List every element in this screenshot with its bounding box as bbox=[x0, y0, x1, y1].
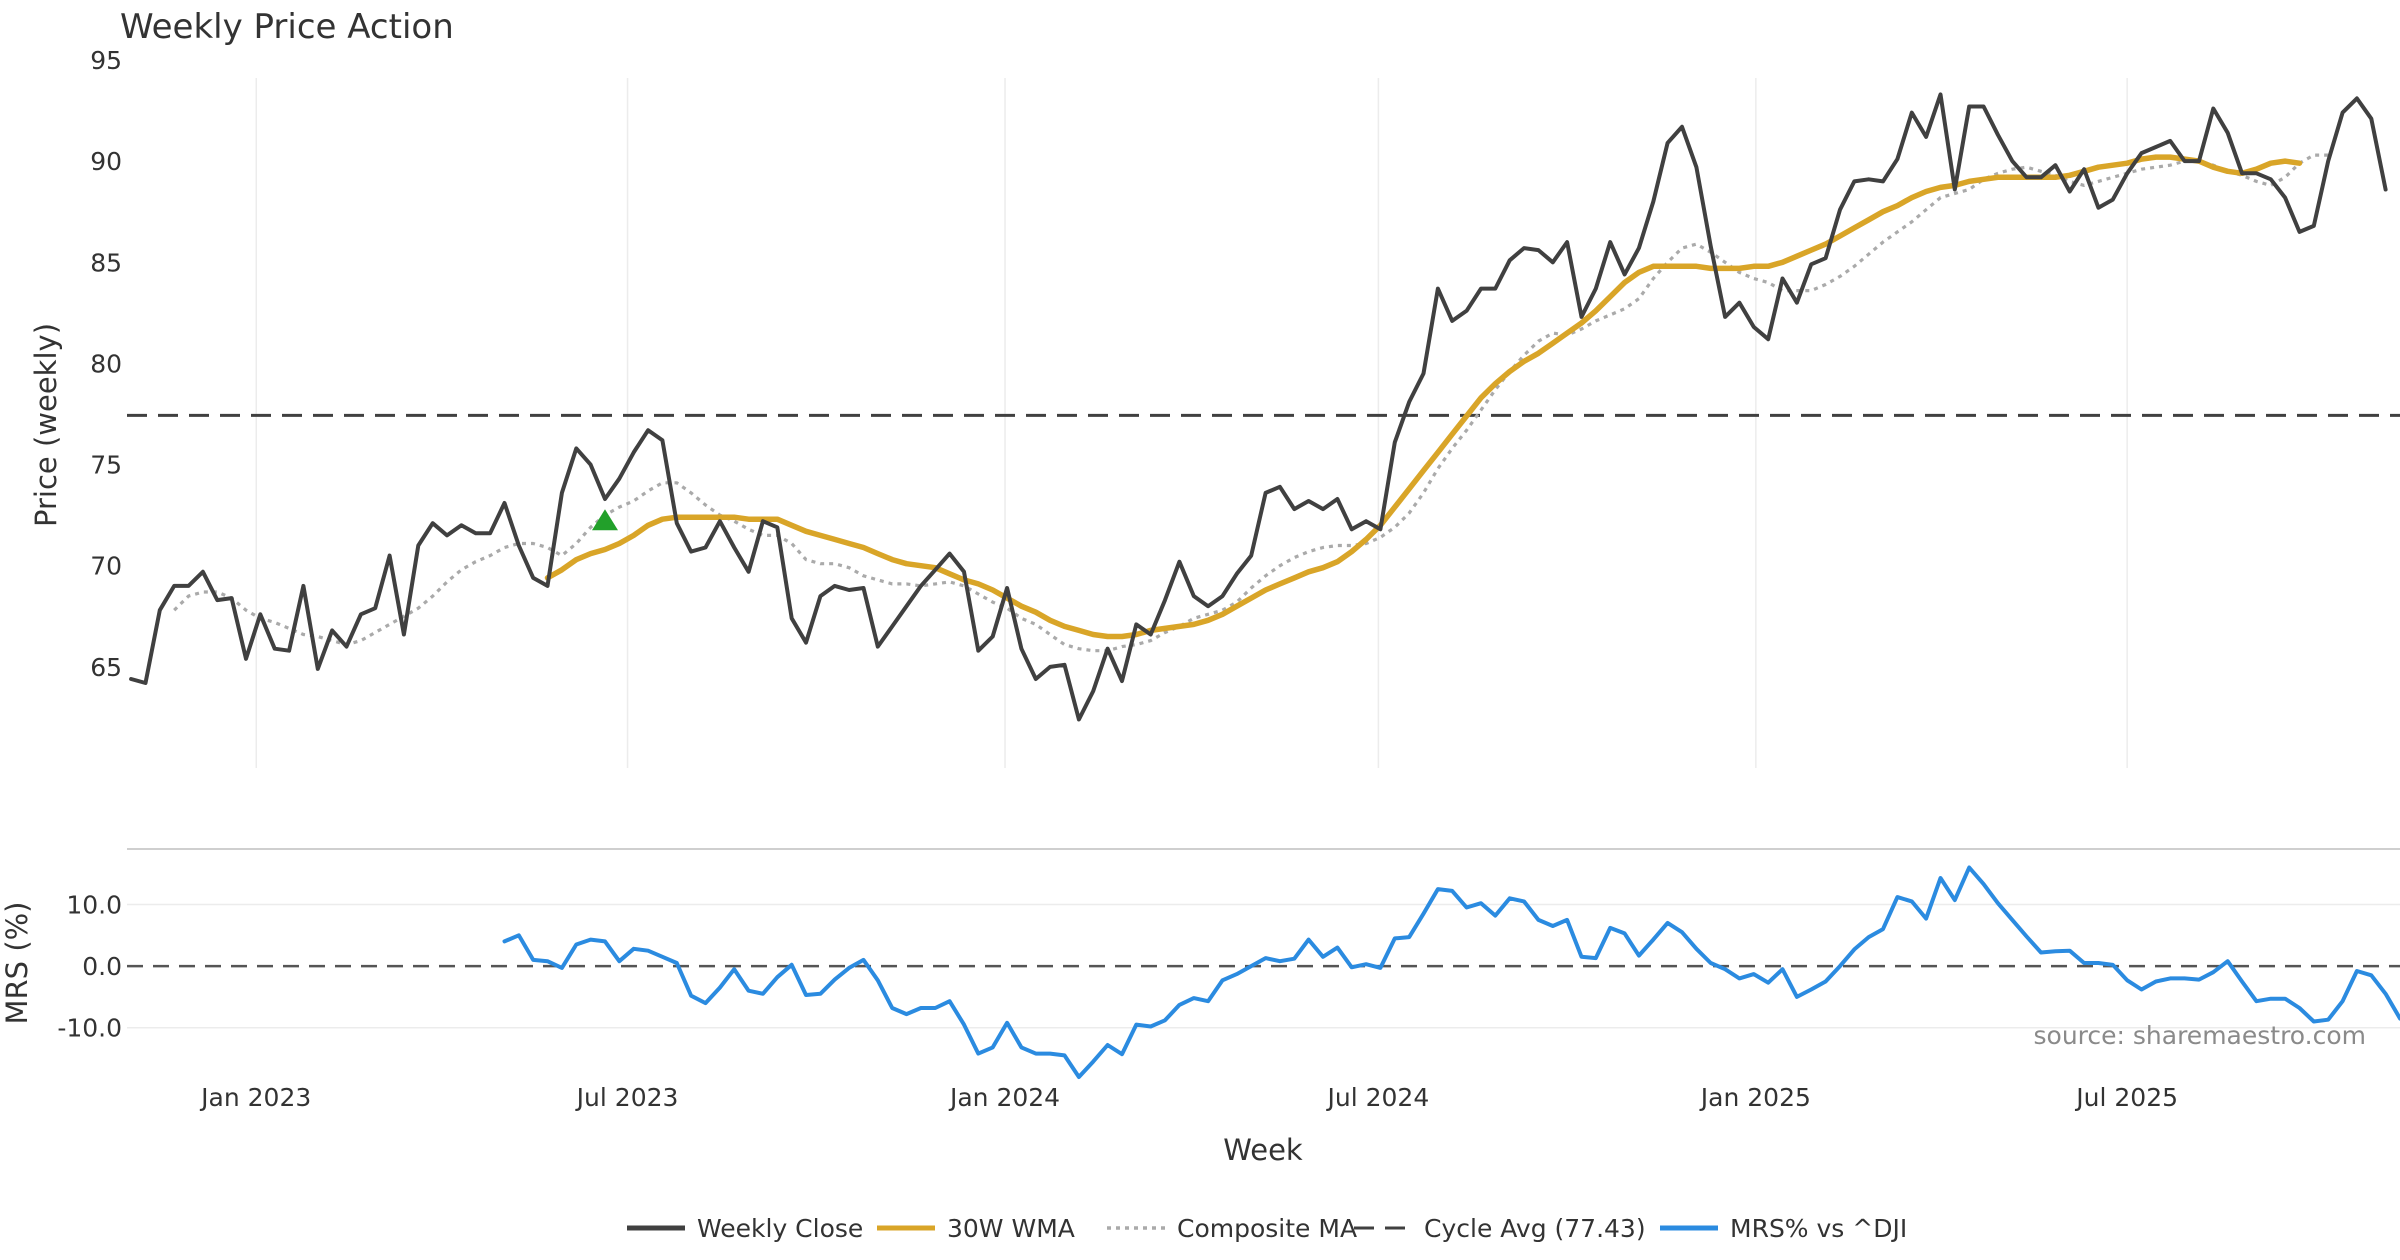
mrs-y-axis-title: MRS (%) bbox=[0, 902, 34, 1025]
x-tick-label: Jan 2023 bbox=[199, 1083, 311, 1112]
x-tick-label: Jan 2025 bbox=[1699, 1083, 1811, 1112]
x-tick-label: Jul 2024 bbox=[1326, 1083, 1430, 1112]
price-y-tick-label: 85 bbox=[90, 248, 122, 277]
x-axis-title: Week bbox=[1223, 1133, 1303, 1167]
mrs-y-tick-label: 10.0 bbox=[66, 890, 122, 919]
series-line-weekly-close bbox=[129, 92, 2388, 722]
series-line-composite-ma bbox=[173, 153, 2329, 653]
source-note: source: sharemaestro.com bbox=[2034, 1021, 2367, 1050]
price-y-tick-label: 65 bbox=[90, 653, 122, 682]
price-y-tick-label: 80 bbox=[90, 349, 122, 378]
legend-label-composite-ma: Composite MA bbox=[1177, 1214, 1357, 1243]
triangle-up-icon bbox=[591, 509, 618, 531]
legend: Weekly Close 30W WMA Composite MA Cycle Avg… bbox=[627, 1214, 1907, 1243]
x-tick-label: Jul 2023 bbox=[575, 1083, 679, 1112]
x-tick-label: Jan 2024 bbox=[948, 1083, 1060, 1112]
mrs-y-tick-label: 0.0 bbox=[82, 952, 122, 981]
series-line-30w-wma bbox=[544, 154, 2303, 640]
mrs-y-tick-label: -10.0 bbox=[57, 1014, 122, 1043]
price-y-tick-label: 90 bbox=[90, 147, 122, 176]
price-y-axis-title: Price (weekly) bbox=[29, 323, 63, 527]
legend-label-cycle-avg-77-43: Cycle Avg (77.43) bbox=[1424, 1214, 1646, 1243]
legend-label-30w-wma: 30W WMA bbox=[947, 1214, 1075, 1243]
price-y-tick-label: 95 bbox=[90, 46, 122, 75]
mrs-gridlines bbox=[127, 903, 2400, 1029]
x-tick-label: Jul 2025 bbox=[2074, 1083, 2178, 1112]
mrs-y-ticks: 10.0 0.0 -10.0 bbox=[57, 890, 122, 1042]
legend-label-mrs-vs-dji: MRS% vs ^DJI bbox=[1730, 1214, 1907, 1243]
series-layer bbox=[129, 92, 2400, 1079]
price-y-ticks: 65 70 75 80 85 90 95 bbox=[90, 46, 122, 682]
price-y-tick-label: 75 bbox=[90, 451, 122, 480]
price-y-tick-label: 70 bbox=[90, 552, 122, 581]
x-ticks: Jan 2023 Jul 2023 Jan 2024 Jul 2024 Jan 2025… bbox=[199, 1083, 2178, 1112]
marker-layer bbox=[591, 509, 618, 531]
series-line-mrs-vs-dji bbox=[502, 865, 2400, 1079]
chart-title: Weekly Price Action bbox=[120, 7, 454, 47]
price-gridlines bbox=[255, 78, 2128, 768]
legend-label-weekly-close: Weekly Close bbox=[697, 1214, 863, 1243]
